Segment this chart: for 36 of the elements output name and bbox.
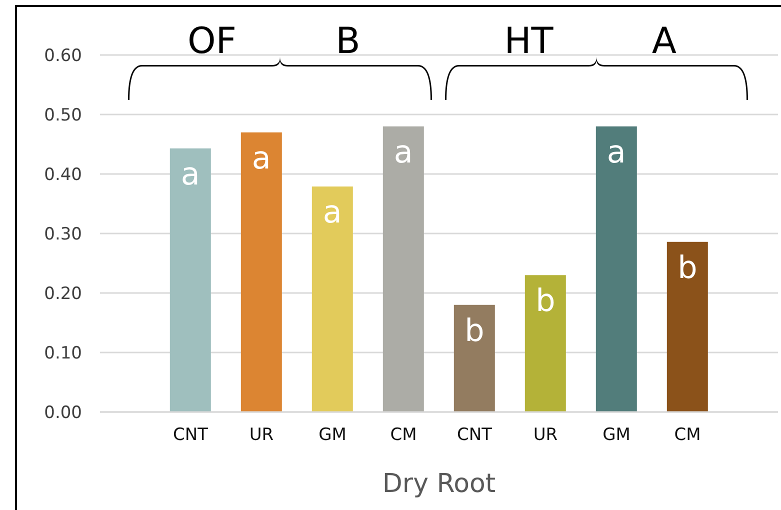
bar <box>312 186 353 412</box>
y-tick-label: 0.60 <box>44 46 82 66</box>
annotation: HT <box>503 20 554 64</box>
data-label: a <box>322 194 342 230</box>
y-tick-label: 0.40 <box>44 165 82 186</box>
data-label: b <box>678 250 698 286</box>
bar <box>382 126 424 412</box>
y-tick-label: 0.50 <box>44 106 82 126</box>
data-label: a <box>394 134 413 170</box>
bar <box>524 275 566 412</box>
annotation: OF <box>186 20 238 64</box>
bar <box>170 148 211 412</box>
x-tick-label: CNT <box>457 425 493 446</box>
data-label: b <box>464 312 484 349</box>
x-tick-label: GM <box>602 425 630 446</box>
y-tick-label: 0.20 <box>44 284 82 304</box>
x-tick-label: UR <box>533 425 558 446</box>
x-tick-label: CNT <box>173 425 209 446</box>
x-tick-label: CM <box>674 425 701 446</box>
x-tick-label: UR <box>249 425 274 446</box>
y-tick-label: 0.10 <box>44 344 82 364</box>
bar <box>596 126 637 412</box>
x-tick-label: CM <box>390 425 417 446</box>
x-tick-label: GM <box>318 425 346 446</box>
bar <box>666 242 708 412</box>
x-axis-title: Dry Root <box>382 469 496 499</box>
data-label: b <box>536 283 556 320</box>
bar <box>454 304 495 412</box>
annotation: B <box>334 20 362 64</box>
bar <box>240 132 282 412</box>
y-tick-label: 0.30 <box>44 224 82 245</box>
annotation: A <box>650 20 678 64</box>
y-tick-label: 0.00 <box>44 403 82 424</box>
data-label: a <box>252 140 271 176</box>
data-label: a <box>180 156 200 192</box>
data-label: a <box>606 134 626 170</box>
